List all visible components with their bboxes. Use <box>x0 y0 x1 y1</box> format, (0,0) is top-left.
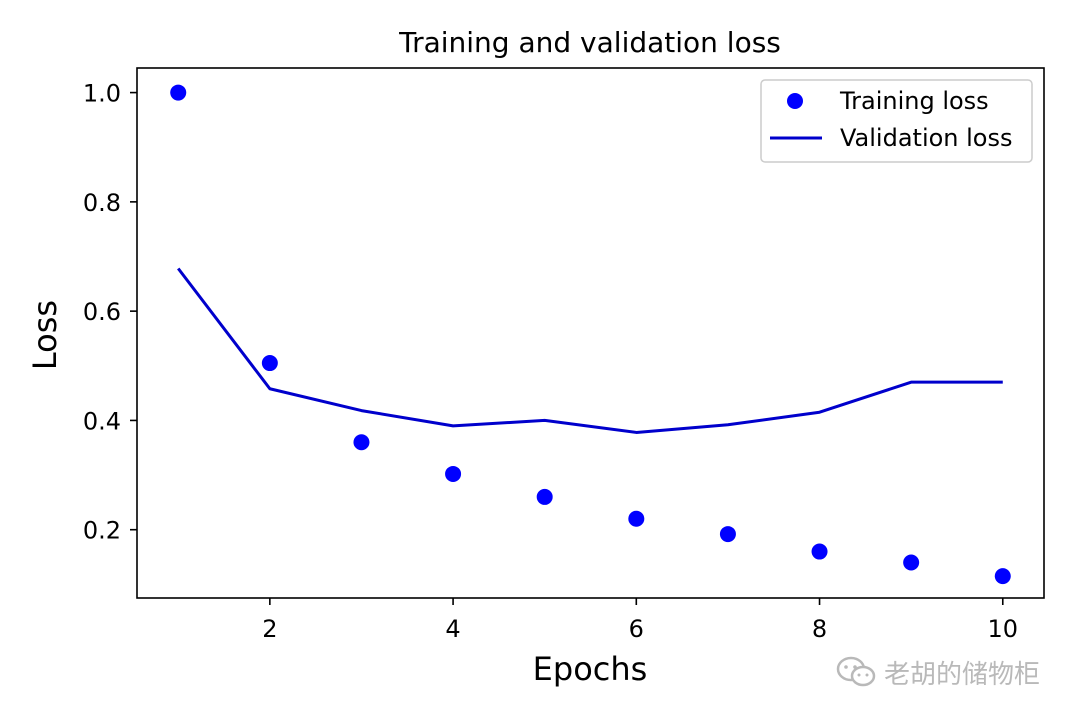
legend-marker-training <box>787 93 803 109</box>
legend: Training loss Validation loss <box>760 79 1033 163</box>
axis-ticks: 2 4 6 8 10 0.2 0.4 0.6 0.8 1.0 <box>83 80 1018 643</box>
y-tick-label: 1.0 <box>83 80 121 108</box>
wechat-icon <box>836 656 876 687</box>
plot-area <box>136 67 1045 599</box>
x-tick-label: 10 <box>987 615 1018 643</box>
x-tick-label: 2 <box>262 615 277 643</box>
training-loss-point <box>628 510 645 527</box>
watermark-text: 老胡的储物柜 <box>884 659 1041 690</box>
y-tick-label: 0.4 <box>83 407 121 435</box>
training-loss-point <box>353 434 370 451</box>
training-loss-point <box>719 526 736 543</box>
watermark: 老胡的储物柜 <box>836 652 1040 692</box>
y-tick-label: 0.8 <box>83 189 121 217</box>
training-loss-point <box>994 568 1011 585</box>
axes-frame <box>136 67 1045 599</box>
x-axis-label: Epochs <box>533 650 648 688</box>
x-tick-label: 8 <box>812 615 827 643</box>
y-tick-label: 0.6 <box>83 298 121 326</box>
training-loss-point <box>811 543 828 560</box>
legend-label-validation: Validation loss <box>840 124 1013 152</box>
training-loss-point <box>536 488 553 505</box>
training-loss-point <box>903 554 920 571</box>
validation-loss-line <box>177 267 1003 434</box>
x-tick-label: 4 <box>445 615 460 643</box>
y-axis-label: Loss <box>26 300 64 370</box>
chart-title: Training and validation loss <box>398 26 781 59</box>
x-tick-label: 6 <box>629 615 644 643</box>
training-loss-point <box>261 355 278 372</box>
y-tick-label: 0.2 <box>83 517 121 545</box>
training-loss-point <box>170 84 187 101</box>
legend-box <box>760 79 1033 163</box>
legend-label-training: Training loss <box>839 87 989 115</box>
training-loss-point <box>445 465 462 482</box>
